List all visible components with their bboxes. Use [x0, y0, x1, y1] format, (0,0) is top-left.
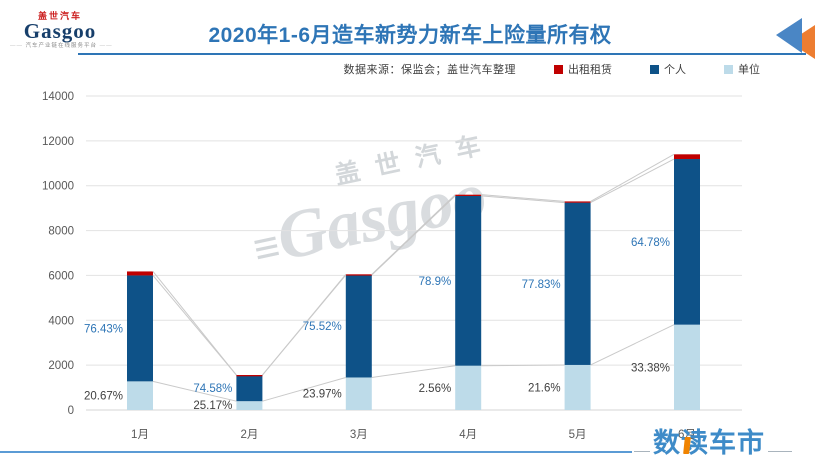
unit-percent-label: 20.67%	[84, 391, 123, 403]
bar-segment-unit	[564, 364, 591, 410]
series-connector-line	[262, 376, 346, 402]
bar-segment-unit	[345, 377, 372, 410]
gasgoo-logo-tagline: 汽车产业链在线服务平台	[10, 44, 110, 50]
unit-percent-label: 21.6%	[528, 382, 561, 394]
footer-dash-left	[634, 451, 650, 452]
series-connector-line	[590, 153, 675, 202]
series-connector-line	[590, 158, 675, 204]
bar-segment-personal	[127, 275, 153, 382]
shuducheshi-logo: 数读车市	[653, 428, 765, 458]
personal-percent-label: 74.58%	[193, 383, 232, 395]
data-source-note: 数据来源：保监会；盖世汽车整理	[343, 64, 516, 76]
unit-percent-label: 33.38%	[631, 362, 670, 374]
double-arrow-left-icon	[776, 18, 815, 59]
bar-segment-personal	[236, 375, 263, 402]
legend-swatch	[650, 64, 659, 74]
bar-segment-rental	[564, 201, 591, 203]
bar-segment-rental	[455, 194, 482, 196]
x-axis-category-label: 4月	[459, 429, 477, 441]
gasgoo-logo: 盖世汽车 Gasgoo 汽车产业链在线服务平台	[10, 11, 110, 50]
x-axis-category-label: 2月	[240, 429, 258, 441]
x-axis-category-label: 6月	[678, 429, 696, 441]
personal-percent-label: 75.52%	[303, 321, 342, 333]
bar-segment-unit	[127, 381, 153, 410]
page-title: 2020年1-6月造车新势力新车上险量所有权	[208, 24, 612, 47]
series-connector-line	[371, 194, 456, 275]
y-axis-tick-label: 8000	[48, 226, 74, 238]
personal-percent-label: 64.78%	[631, 237, 670, 249]
personal-percent-label: 77.83%	[522, 279, 561, 291]
series-connector-line	[481, 194, 565, 202]
series-connector-line	[371, 195, 456, 276]
x-axis-category-label: 3月	[350, 429, 368, 441]
series-connector-line	[481, 364, 565, 367]
y-axis-tick-label: 10000	[42, 181, 74, 193]
legend-label: 个人	[664, 64, 686, 76]
personal-percent-label: 76.43%	[84, 323, 123, 335]
series-connector-line	[152, 271, 237, 376]
bar-segment-rental	[345, 274, 372, 276]
series-connector-line	[152, 380, 237, 402]
legend-label: 出租租赁	[568, 64, 612, 76]
footer-dash-right	[768, 451, 792, 452]
series-connector-line	[590, 324, 675, 366]
legend-label: 单位	[738, 64, 760, 76]
y-axis-tick-label: 6000	[48, 270, 74, 282]
y-axis-tick-label: 12000	[42, 136, 74, 148]
y-axis-tick-label: 0	[68, 405, 74, 417]
bar-segment-unit	[455, 365, 482, 410]
x-axis-category-label: 1月	[131, 429, 149, 441]
series-connector-line	[371, 365, 456, 378]
bar-segment-personal	[455, 195, 482, 366]
bar-segment-personal	[564, 202, 591, 365]
legend-item: 个人	[650, 61, 686, 77]
bar-segment-personal	[674, 159, 700, 325]
series-connector-line	[481, 195, 565, 204]
chart-legend: 出租租赁 个人 单位	[554, 61, 760, 77]
footer-rule	[0, 451, 632, 453]
legend-swatch	[724, 64, 733, 74]
gasgoo-logo-en: Gasgoo	[23, 19, 97, 44]
y-axis-tick-label: 14000	[42, 91, 74, 103]
bar-segment-rental	[127, 271, 153, 276]
bar-segment-rental	[674, 154, 700, 160]
x-axis-category-label: 5月	[569, 429, 587, 441]
legend-swatch	[554, 64, 563, 74]
personal-percent-label: 78.9%	[419, 276, 452, 288]
unit-percent-label: 2.56%	[419, 383, 452, 395]
unit-percent-label: 25.17%	[193, 400, 232, 412]
series-connector-line	[262, 273, 347, 376]
bar-segment-rental	[236, 375, 263, 377]
title-underline	[78, 53, 806, 55]
meta-row: 数据来源：保监会；盖世汽车整理 出租租赁 个人 单位	[0, 61, 761, 77]
unit-percent-label: 23.97%	[303, 389, 342, 401]
bar-segment-unit	[674, 324, 700, 410]
bar-segment-personal	[345, 275, 372, 378]
gasgoo-logo-cn: 盖世汽车	[37, 11, 82, 21]
legend-item: 出租租赁	[554, 61, 612, 77]
bar-segment-unit	[236, 401, 263, 410]
legend-item: 单位	[724, 61, 760, 77]
y-axis-tick-label: 2000	[48, 360, 74, 372]
y-axis-tick-label: 4000	[48, 315, 74, 327]
